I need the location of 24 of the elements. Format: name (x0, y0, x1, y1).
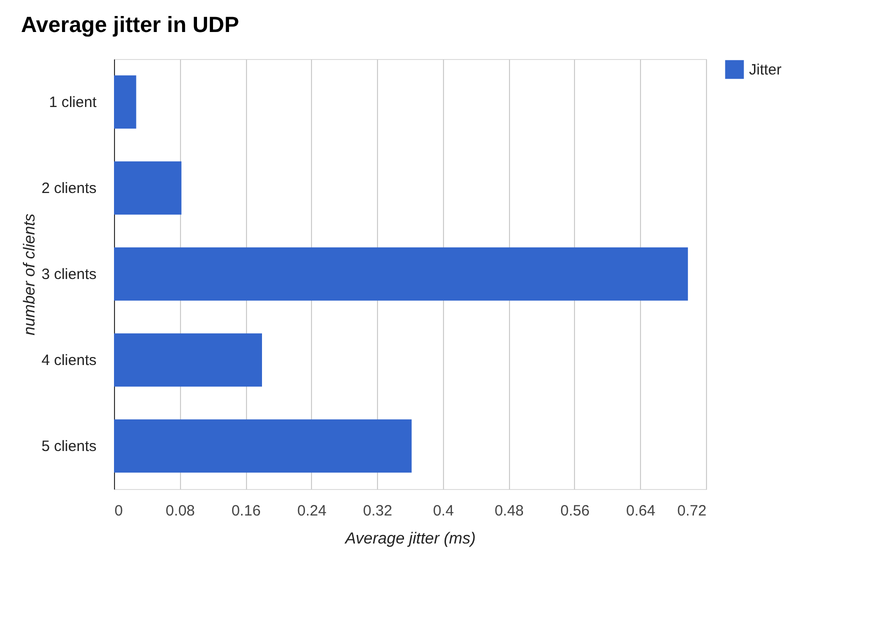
x-tick-label: 0.16 (231, 502, 261, 520)
y-tick-label: 2 clients (41, 180, 96, 197)
y-tick-label: 4 clients (41, 352, 96, 369)
bar (114, 419, 412, 473)
bar (114, 161, 182, 215)
x-tick-label: 0.4 (432, 502, 454, 520)
x-axis-title: Average jitter (ms) (344, 530, 476, 548)
x-tick-label: 0 (114, 502, 123, 520)
x-tick-label: 0.32 (363, 502, 392, 520)
x-tick-label: 0.48 (494, 502, 524, 520)
y-tick-label: 5 clients (41, 438, 96, 455)
x-tick-label: 0.64 (626, 502, 656, 520)
legend-label: Jitter (749, 62, 782, 78)
x-tick-label: 0.24 (297, 502, 326, 520)
x-tick-label: 0.56 (560, 502, 590, 520)
y-axis-title: number of clients (21, 214, 38, 336)
x-tick-label: 0.72 (677, 502, 706, 520)
y-tick-label: 3 clients (41, 266, 96, 283)
x-tick-label: 0.08 (166, 502, 195, 520)
bar (114, 333, 262, 387)
y-tick-label: 1 client (48, 94, 98, 111)
chart-title: Average jitter in UDP (20, 12, 240, 37)
bar (114, 75, 136, 129)
bar (114, 247, 688, 301)
